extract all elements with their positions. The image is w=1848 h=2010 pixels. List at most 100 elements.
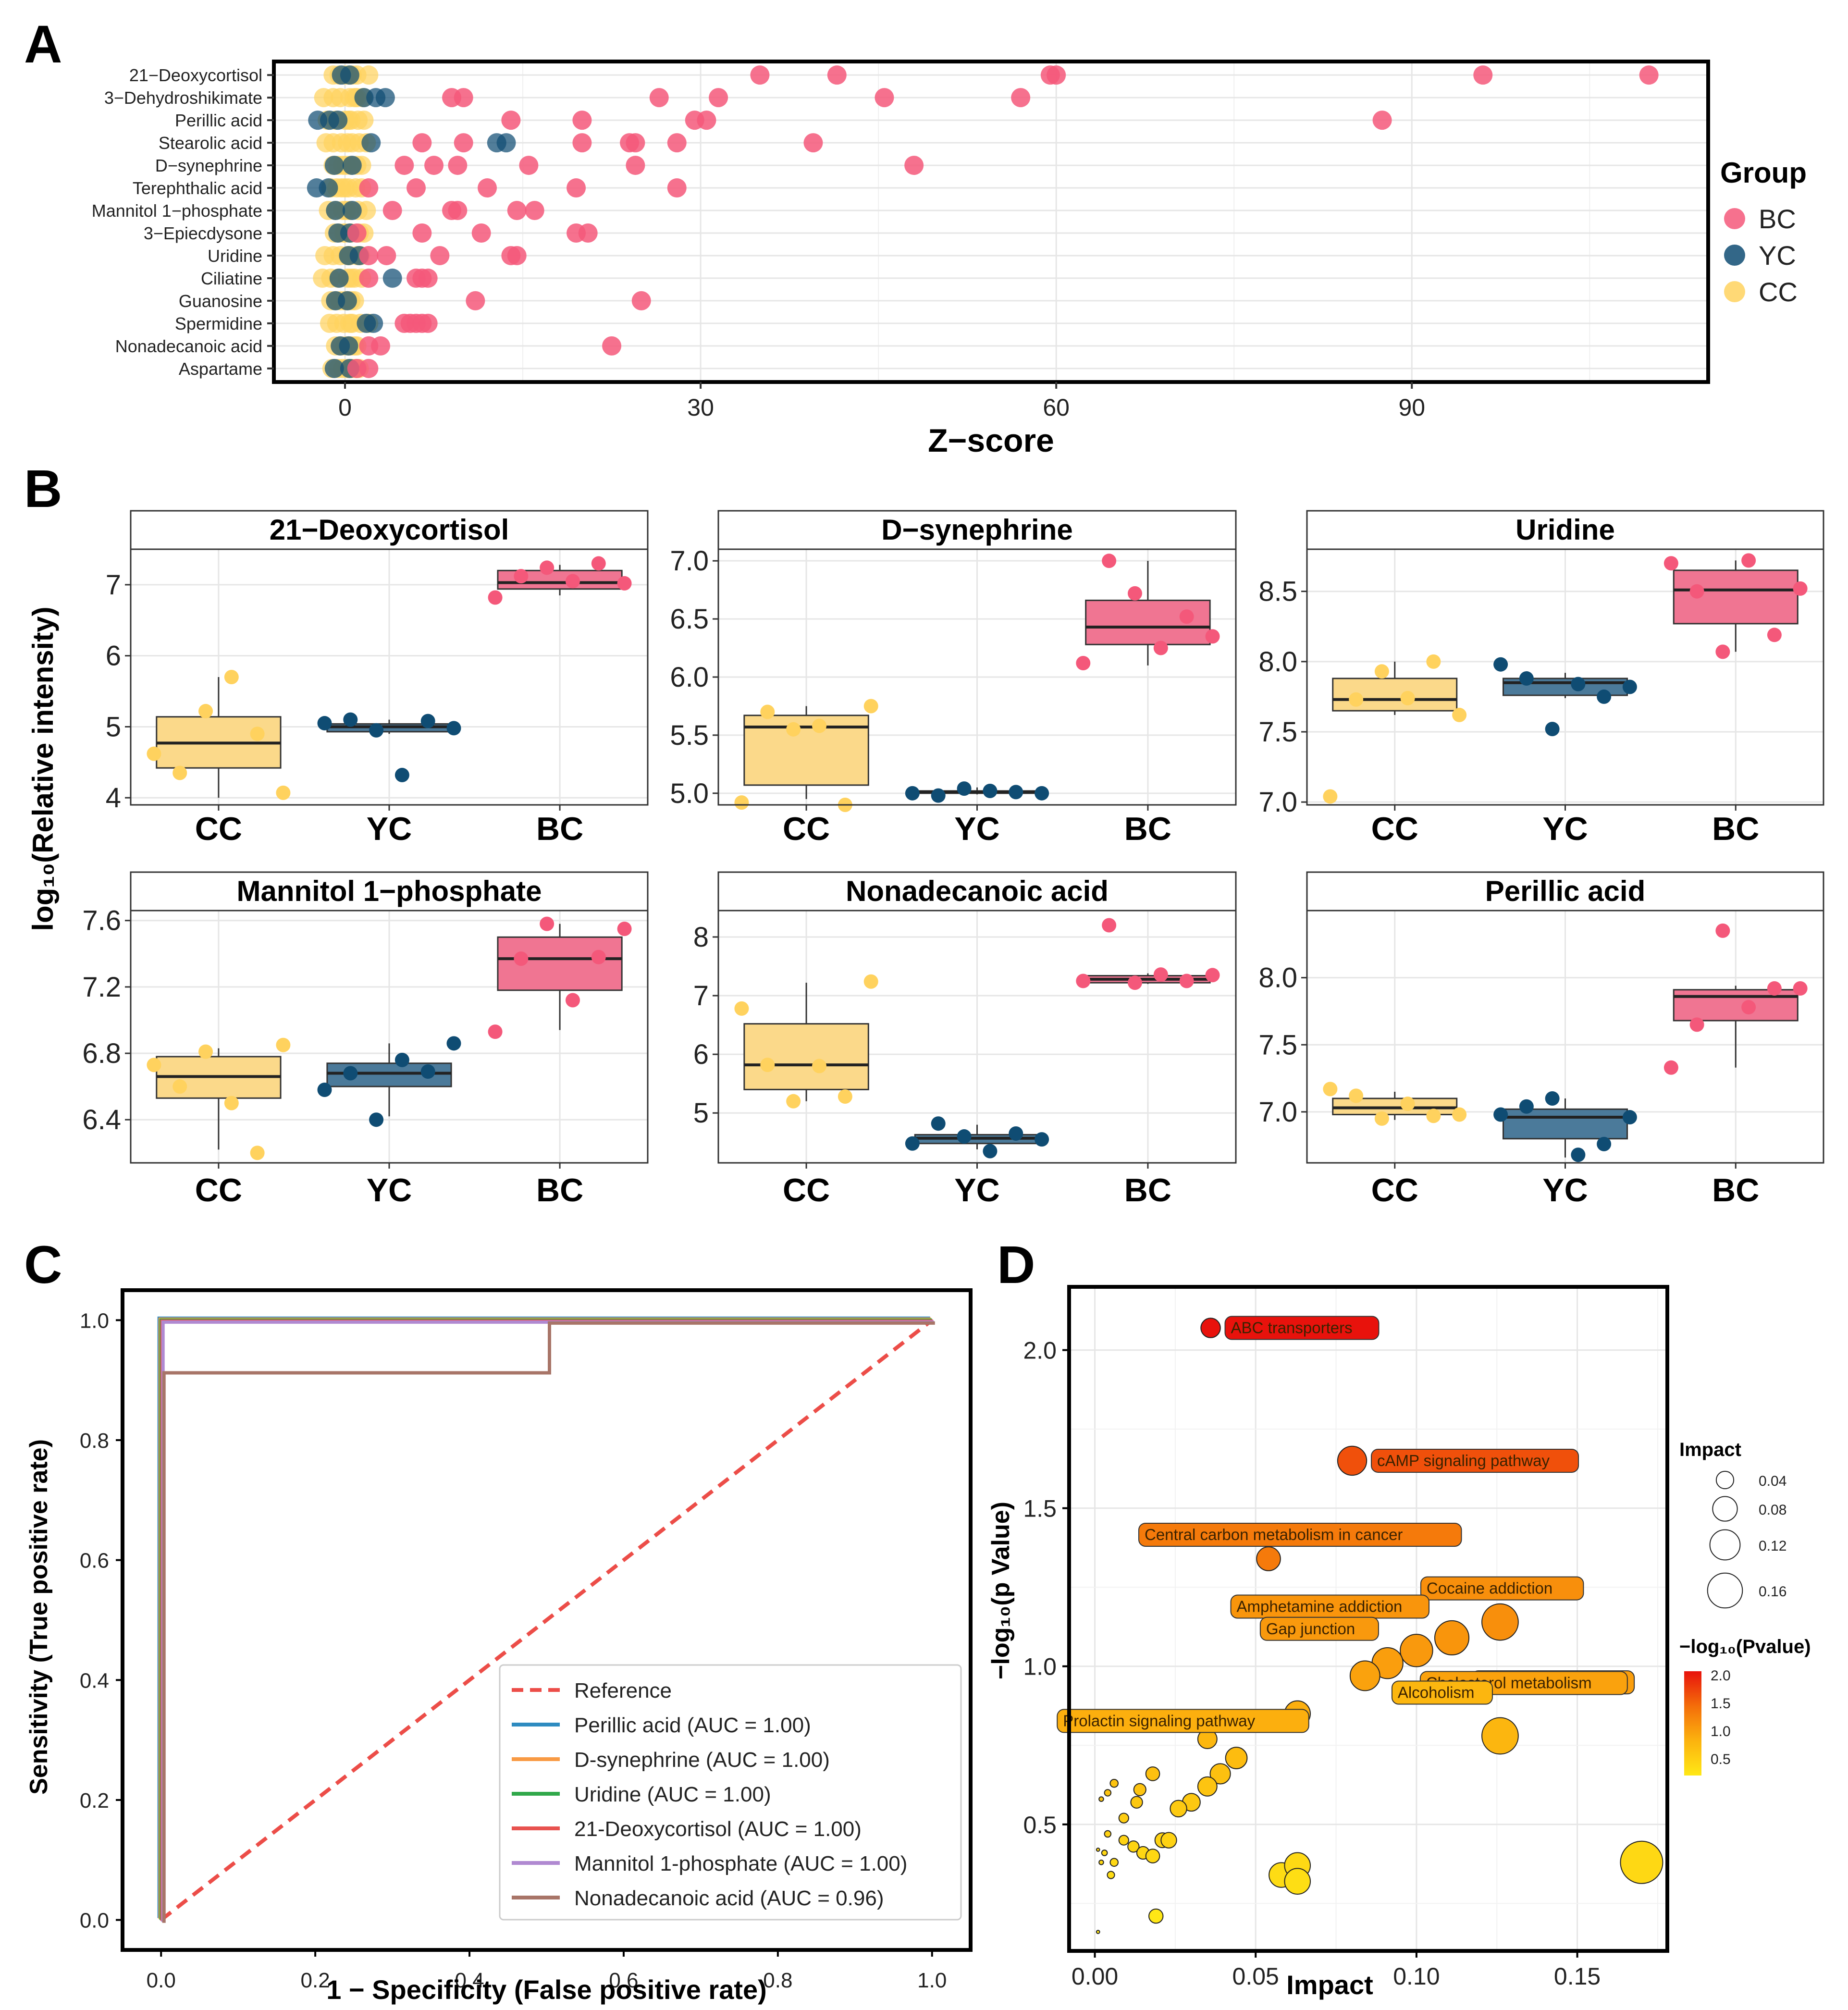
point-bc bbox=[875, 88, 894, 108]
y-tick-label: Stearolic acid bbox=[159, 133, 262, 153]
point-bc bbox=[617, 576, 632, 591]
point-cc bbox=[340, 313, 359, 333]
y-tick-label: 0.6 bbox=[80, 1549, 109, 1573]
point-bc bbox=[412, 133, 432, 153]
point-cc bbox=[786, 1094, 801, 1109]
pathway-label-box bbox=[1391, 1680, 1493, 1705]
point-yc bbox=[1035, 786, 1049, 801]
point-bc bbox=[540, 560, 554, 575]
color-legend-title: −log₁₀(Pvalue) bbox=[1679, 1636, 1811, 1657]
point-yc bbox=[343, 1066, 358, 1081]
point-yc bbox=[317, 1083, 332, 1097]
y-tick-label: 7.6 bbox=[82, 905, 121, 937]
point-yc bbox=[329, 268, 349, 288]
point-yc bbox=[905, 1136, 920, 1151]
point-yc bbox=[1493, 1107, 1508, 1122]
x-tick-label: BC bbox=[1124, 1172, 1171, 1208]
point-bc bbox=[471, 223, 491, 243]
roc-curve bbox=[162, 1321, 935, 1923]
pathway-bubble bbox=[1160, 1832, 1177, 1849]
y-tick-label: 6 bbox=[693, 1039, 709, 1070]
x-tick-label: 0.05 bbox=[1232, 1963, 1279, 1990]
box-bc bbox=[1673, 569, 1799, 625]
pathway-bubble bbox=[1337, 1445, 1368, 1476]
point-bc bbox=[359, 178, 379, 198]
y-tick-label: 8.0 bbox=[1258, 962, 1297, 994]
point-bc bbox=[488, 590, 503, 605]
point-yc bbox=[375, 88, 395, 108]
legend-label: Mannitol 1-phosphate (AUC = 1.00) bbox=[574, 1852, 907, 1875]
y-tick-label: Nonadecanoic acid bbox=[115, 336, 262, 356]
y-tick-label: 6.4 bbox=[82, 1104, 121, 1135]
point-bc bbox=[540, 916, 554, 931]
size-legend-circle bbox=[1707, 1572, 1743, 1609]
pathway-label-box bbox=[1138, 1522, 1462, 1547]
y-tick-label: 6 bbox=[106, 641, 121, 672]
point-yc bbox=[1597, 1136, 1612, 1151]
x-tick-label: CC bbox=[1371, 1172, 1418, 1208]
point-yc bbox=[1035, 1132, 1049, 1147]
point-yc bbox=[983, 1144, 998, 1159]
point-yc bbox=[1622, 679, 1637, 694]
legend-title: Group bbox=[1720, 157, 1807, 189]
point-bc bbox=[1127, 975, 1142, 990]
x-tick-label: BC bbox=[1712, 811, 1759, 847]
point-yc bbox=[394, 1052, 409, 1067]
legend-box bbox=[499, 1664, 962, 1921]
point-bc bbox=[1715, 923, 1730, 938]
y-tick-label: 5.0 bbox=[670, 778, 709, 809]
point-cc bbox=[337, 133, 357, 153]
pathway-bubble bbox=[1133, 1783, 1146, 1796]
point-yc bbox=[957, 1129, 972, 1144]
y-tick-label: 7 bbox=[106, 569, 121, 601]
point-bc bbox=[382, 201, 402, 221]
pathway-bubble bbox=[1098, 1796, 1104, 1802]
pathway-label-box bbox=[1420, 1576, 1584, 1601]
point-cc bbox=[863, 974, 878, 989]
panel-letter-b: B bbox=[24, 459, 62, 518]
point-cc bbox=[1323, 789, 1338, 804]
y-axis-title: Sensitivity (True positive rate) bbox=[25, 1439, 53, 1795]
pathway-bubble bbox=[1096, 1930, 1100, 1934]
point-bc bbox=[591, 950, 606, 964]
point-yc bbox=[394, 767, 409, 782]
point-yc bbox=[1571, 1147, 1586, 1162]
pathway-bubble bbox=[1349, 1660, 1380, 1691]
facet-4: Mannitol 1−phosphate 6.4 6.8 7.2 7.6 CC YC BC bbox=[82, 871, 649, 1208]
x-tick-label: BC bbox=[1712, 1172, 1759, 1208]
pathway-label: Amphetamine addiction bbox=[1237, 1597, 1403, 1615]
point-bc bbox=[1689, 1017, 1704, 1032]
panel-letter-d: D bbox=[997, 1235, 1035, 1295]
pathway-bubble bbox=[1127, 1840, 1140, 1853]
y-tick-label: 0.4 bbox=[80, 1669, 109, 1692]
point-bc bbox=[1179, 609, 1194, 624]
y-tick-label: Perillic acid bbox=[175, 111, 262, 130]
point-bc bbox=[602, 336, 622, 356]
facet-2: D−synephrine 5.0 5.5 6.0 6.5 7.0 CC YC BC bbox=[670, 510, 1237, 847]
point-yc bbox=[324, 156, 344, 175]
point-yc bbox=[328, 111, 348, 130]
point-bc bbox=[514, 569, 529, 584]
pathway-bubble bbox=[1098, 1859, 1104, 1865]
point-yc bbox=[337, 291, 357, 310]
point-cc bbox=[786, 722, 801, 737]
point-cc bbox=[250, 727, 265, 741]
point-cc bbox=[323, 88, 343, 108]
panel-b-boxplots: 21−Deoxycortisol 4 5 6 7 CC YC BC D−synephrine 5.… bbox=[27, 510, 1824, 1208]
point-yc bbox=[1545, 722, 1560, 737]
pathway-bubble bbox=[1148, 1908, 1164, 1924]
y-tick-label: 8.5 bbox=[1258, 576, 1297, 607]
point-bc bbox=[1715, 644, 1730, 659]
colorbar-label: 2.0 bbox=[1711, 1668, 1731, 1684]
y-tick-label: 1.0 bbox=[1023, 1653, 1057, 1680]
point-bc bbox=[1793, 581, 1808, 596]
point-cc bbox=[760, 704, 775, 719]
facet-1: 21−Deoxycortisol 4 5 6 7 CC YC BC bbox=[106, 510, 649, 847]
box-yc bbox=[1503, 1108, 1628, 1140]
pathway-label-box bbox=[1259, 1616, 1379, 1641]
point-bc bbox=[454, 88, 473, 108]
point-bc bbox=[803, 133, 823, 153]
y-tick-label: 8 bbox=[693, 922, 709, 953]
point-bc bbox=[1076, 974, 1091, 988]
facet-3: Uridine 7.0 7.5 8.0 8.5 CC YC BC bbox=[1258, 510, 1824, 847]
